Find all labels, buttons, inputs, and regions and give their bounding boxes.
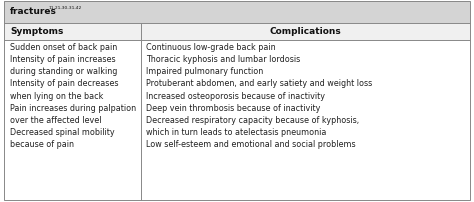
Bar (4, 40, 470, 200)
Text: Continuous low-grade back pain
Thoracic kyphosis and lumbar lordosis
Impaired pu: Continuous low-grade back pain Thoracic … (146, 43, 373, 149)
Bar (4, 1, 470, 23)
Bar (4, 23, 470, 40)
Text: Sudden onset of back pain
Intensity of pain increases
during standing or walking: Sudden onset of back pain Intensity of p… (10, 43, 136, 149)
Text: Symptoms: Symptoms (10, 27, 64, 36)
Text: fractures: fractures (10, 7, 57, 17)
Text: 11,21,30-31,42: 11,21,30-31,42 (48, 6, 82, 10)
Text: Complications: Complications (270, 27, 342, 36)
